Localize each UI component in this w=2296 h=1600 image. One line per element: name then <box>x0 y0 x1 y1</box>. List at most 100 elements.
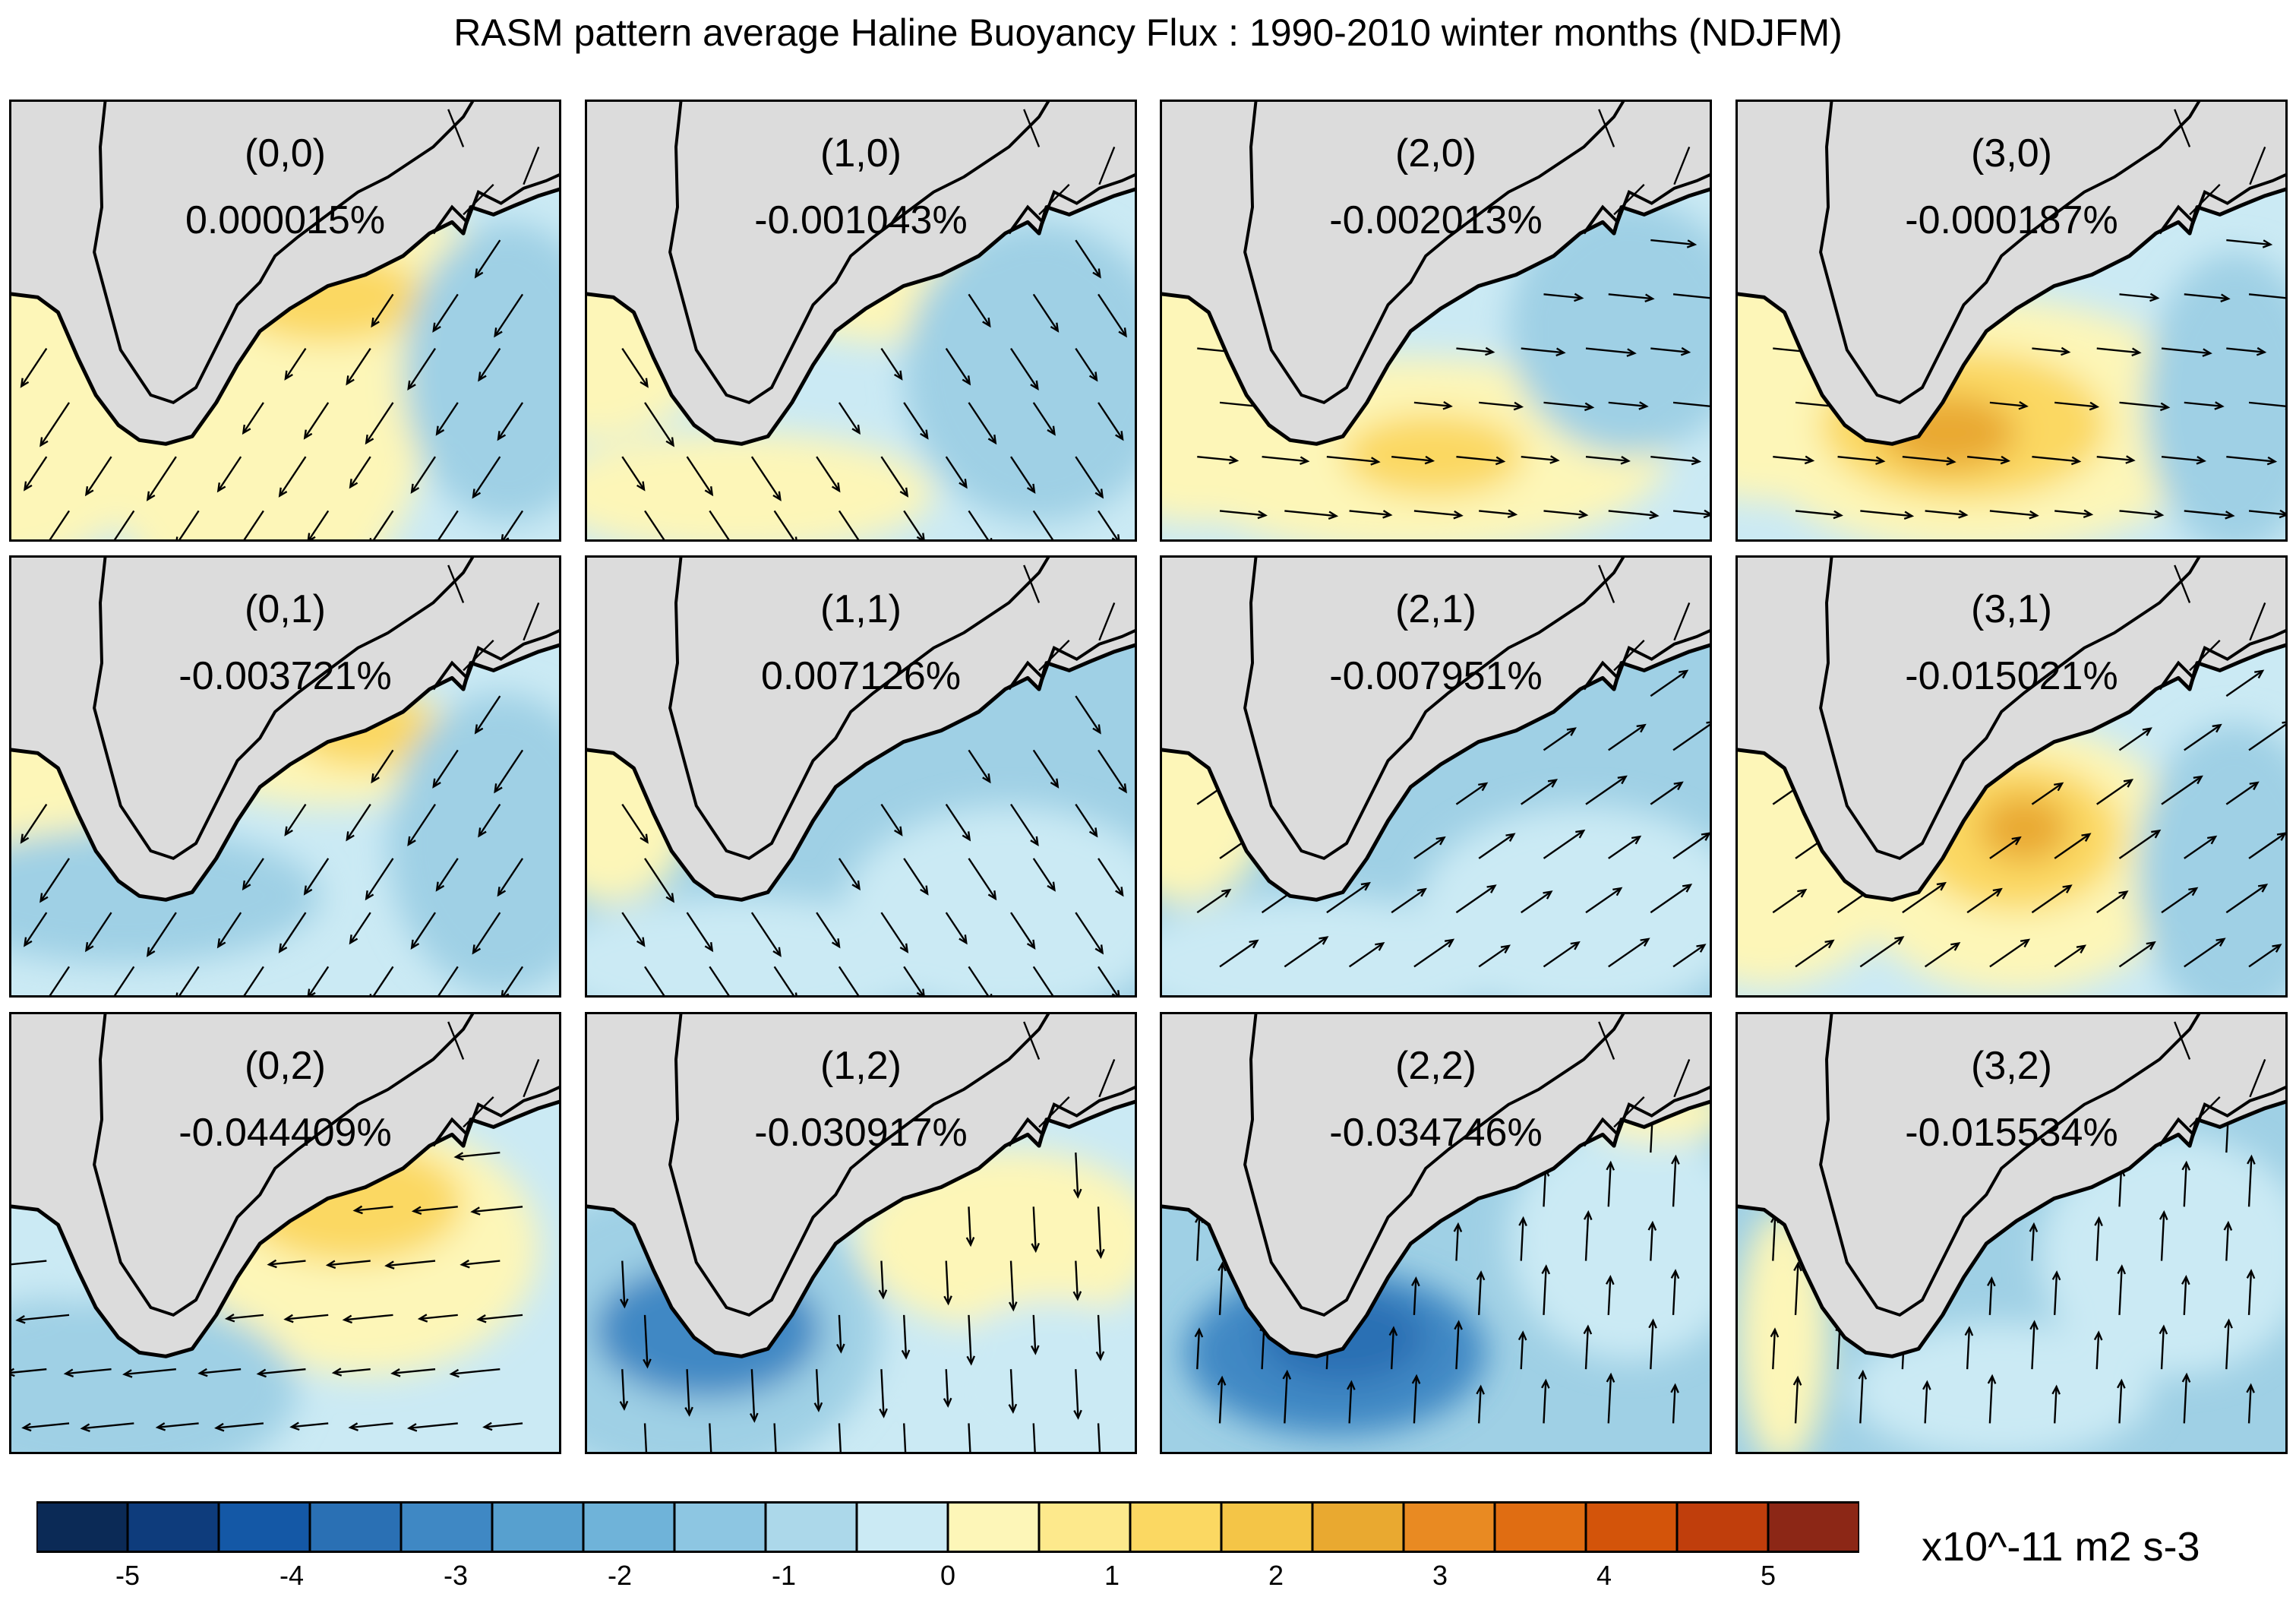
wind-arrow-head <box>1026 939 1036 950</box>
wind-arrow <box>1413 1376 1418 1424</box>
wind-arrow-head <box>1382 510 1393 519</box>
wind-arrow-head <box>2181 1160 2191 1171</box>
field-map <box>11 1014 559 1452</box>
wind-arrow <box>880 1260 885 1298</box>
wind-arrow-head <box>987 890 997 901</box>
wind-arrow <box>1326 455 1379 463</box>
wind-arrow-head <box>224 1313 235 1323</box>
wind-arrow-head <box>962 375 971 386</box>
wind-arrow <box>1543 830 1584 859</box>
wind-arrow-head <box>432 778 441 789</box>
wind-arrow <box>386 1260 436 1267</box>
wind-arrow-head <box>2081 833 2092 842</box>
wind-arrow-head <box>665 437 674 447</box>
wind-arrow <box>157 1422 199 1428</box>
wind-arrow <box>1097 749 1127 792</box>
wind-arrow <box>147 456 177 501</box>
field-map <box>11 558 559 995</box>
wind-arrow-head <box>432 322 441 333</box>
wind-arrow <box>1521 347 1565 354</box>
wind-arrow <box>1479 401 1522 408</box>
map-panel: (0,0) 0.000015% <box>9 100 561 542</box>
wind-arrow <box>1010 803 1039 846</box>
wind-arrow <box>432 749 459 788</box>
wind-arrow <box>1032 510 1054 539</box>
wind-arrow-head <box>122 1369 133 1378</box>
wind-arrow-head <box>1416 887 1427 897</box>
wind-arrow-head <box>920 885 929 896</box>
wind-arrow <box>945 347 971 384</box>
wind-arrow <box>1837 455 1884 463</box>
greenland-landmass <box>587 558 1135 902</box>
wind-arrow-head <box>349 479 358 489</box>
wind-arrow <box>2247 1270 2253 1315</box>
wind-arrow <box>838 402 861 434</box>
wind-arrow <box>2031 1224 2035 1261</box>
wind-arrow <box>2189 184 2221 216</box>
wind-arrow <box>49 510 71 539</box>
wind-arrow-head <box>348 1422 358 1431</box>
wind-arrow <box>1262 455 1308 463</box>
wind-arrow <box>945 1260 949 1304</box>
wind-arrow-head <box>2276 832 2285 841</box>
wind-arrow <box>2189 1096 2221 1128</box>
wind-arrow <box>2226 239 2271 246</box>
wind-arrow <box>644 858 674 902</box>
ice-sheet-contour <box>668 1014 1050 1317</box>
wind-arrow <box>1989 401 2027 407</box>
wind-arrow-head <box>20 378 30 388</box>
wind-arrow-head <box>267 1259 277 1269</box>
wind-arrow-head <box>704 942 714 953</box>
wind-arrow-head <box>636 481 646 492</box>
wind-arrow-head <box>1543 890 1553 900</box>
wind-arrow <box>1390 1327 1395 1370</box>
wind-arrow <box>1456 347 1493 353</box>
wind-arrow-head <box>1050 778 1060 789</box>
wind-arrow <box>644 510 665 539</box>
wind-arrow-head <box>1958 510 1969 519</box>
wind-arrow <box>1032 293 1059 332</box>
wind-arrow <box>1456 455 1504 463</box>
wind-arrow <box>447 564 465 603</box>
wind-arrow <box>880 803 902 836</box>
wind-arrow <box>217 456 242 492</box>
wind-arrow <box>413 1206 458 1213</box>
wind-arrow <box>1097 1314 1102 1359</box>
wind-arrow-head <box>1476 1270 1486 1281</box>
wind-arrow-head <box>1671 1154 1680 1165</box>
wind-arrow-head <box>965 1237 975 1247</box>
wind-arrow <box>371 293 394 327</box>
wind-arrow <box>178 966 200 995</box>
wind-arrow-head <box>1648 1318 1657 1329</box>
wind-arrow-head <box>278 487 288 498</box>
wind-arrow <box>686 912 713 951</box>
wind-arrow <box>1859 936 1903 968</box>
colorbar-units: x10^-11 m2 s-3 <box>1922 1524 2200 1570</box>
wind-arrow <box>2161 776 2203 805</box>
wind-arrow-head <box>2142 727 2152 736</box>
colorbar-swatch <box>855 1501 949 1553</box>
wind-arrow-head <box>1476 1384 1485 1395</box>
wind-arrow-head <box>1026 483 1036 494</box>
wind-arrow-head <box>836 1343 845 1354</box>
wind-arrow-head <box>216 482 226 493</box>
wind-arrow <box>308 966 330 995</box>
wind-arrow <box>1650 1222 1654 1261</box>
ice-sheet-contour <box>93 102 475 405</box>
wind-arrow <box>346 347 371 384</box>
wind-arrow-head <box>704 486 714 497</box>
wind-arrow <box>1455 783 1487 805</box>
wind-arrow-head <box>893 370 903 381</box>
wind-arrow <box>1023 109 1041 147</box>
wind-arrow <box>1988 1376 1994 1424</box>
wind-arrow <box>1650 239 1695 246</box>
wind-arrow <box>199 1368 242 1374</box>
wind-arrow <box>243 510 264 539</box>
wind-arrow <box>1584 1212 1590 1261</box>
wind-arrow-head <box>1050 322 1060 333</box>
wind-arrow <box>475 695 501 733</box>
wind-arrow-head <box>1680 346 1691 356</box>
wind-arrow <box>1032 1206 1037 1251</box>
wind-arrow-head <box>1118 783 1127 794</box>
wind-arrow <box>478 1314 523 1320</box>
